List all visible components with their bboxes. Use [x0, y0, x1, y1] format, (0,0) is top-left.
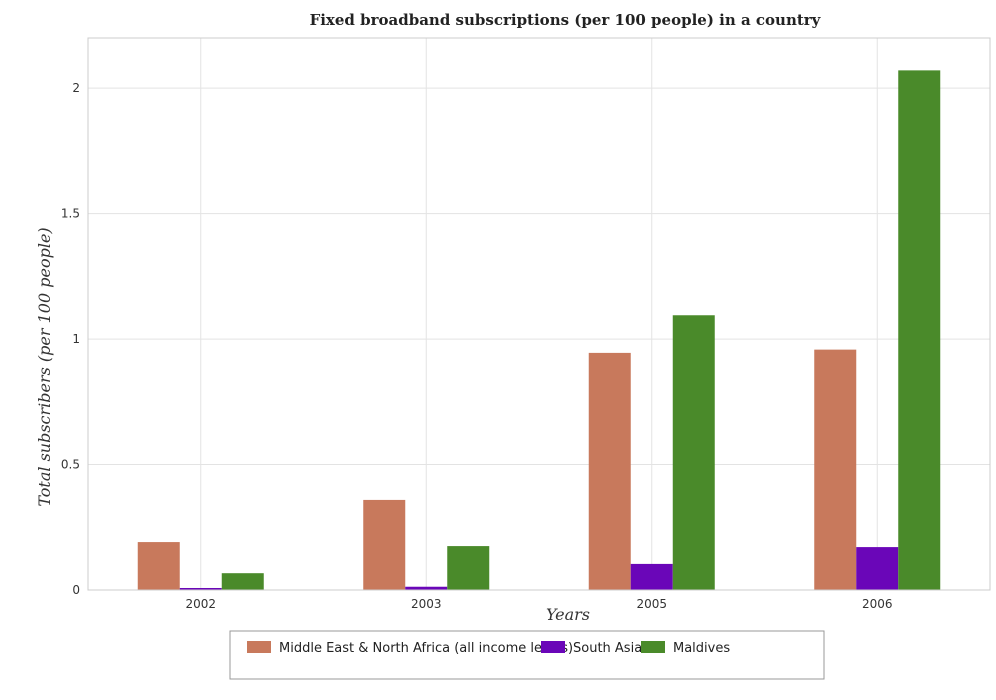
plot-frame: [87, 37, 991, 591]
legend-entry: Maldives: [673, 641, 730, 656]
y-axis-ticks: 0 0.5 1 1.5 2: [61, 81, 80, 597]
x-tick-label: 2006: [862, 597, 893, 611]
bar: [814, 349, 857, 590]
bar: [856, 547, 899, 590]
y-tick-label: 0.5: [61, 458, 80, 472]
legend-entry: Middle East & North Africa (all income l…: [279, 641, 573, 656]
y-tick-label: 1.5: [61, 207, 80, 221]
bars: [137, 70, 941, 591]
legend-swatch: [641, 641, 665, 653]
y-axis-label: Total subscribers (per 100 people): [35, 227, 54, 506]
x-tick-label: 2003: [411, 597, 442, 611]
legend-box: [229, 630, 825, 680]
y-tick-label: 1: [72, 332, 80, 346]
legend: Middle East & North Africa (all income l…: [229, 630, 825, 680]
legend-swatch: [541, 641, 565, 653]
bar: [630, 563, 673, 590]
chart-title: Fixed broadband subscriptions (per 100 p…: [310, 11, 822, 29]
grid: [88, 38, 990, 591]
legend-swatch: [247, 641, 271, 653]
bar: [179, 587, 222, 590]
x-tick-label: 2002: [185, 597, 216, 611]
bar: [137, 542, 180, 590]
bar: [405, 586, 448, 590]
x-axis-ticks: 2002 2003 2005 2006: [185, 597, 892, 611]
x-tick-label: 2005: [636, 597, 667, 611]
bar: [898, 70, 941, 591]
bar: [447, 546, 490, 590]
bar: [221, 573, 264, 590]
y-tick-label: 0: [72, 583, 80, 597]
bar: [672, 315, 715, 590]
bar: [588, 352, 631, 590]
legend-entry: South Asia: [573, 641, 642, 656]
y-tick-label: 2: [72, 81, 80, 95]
bar: [363, 499, 406, 590]
x-axis-label: Years: [546, 605, 590, 624]
